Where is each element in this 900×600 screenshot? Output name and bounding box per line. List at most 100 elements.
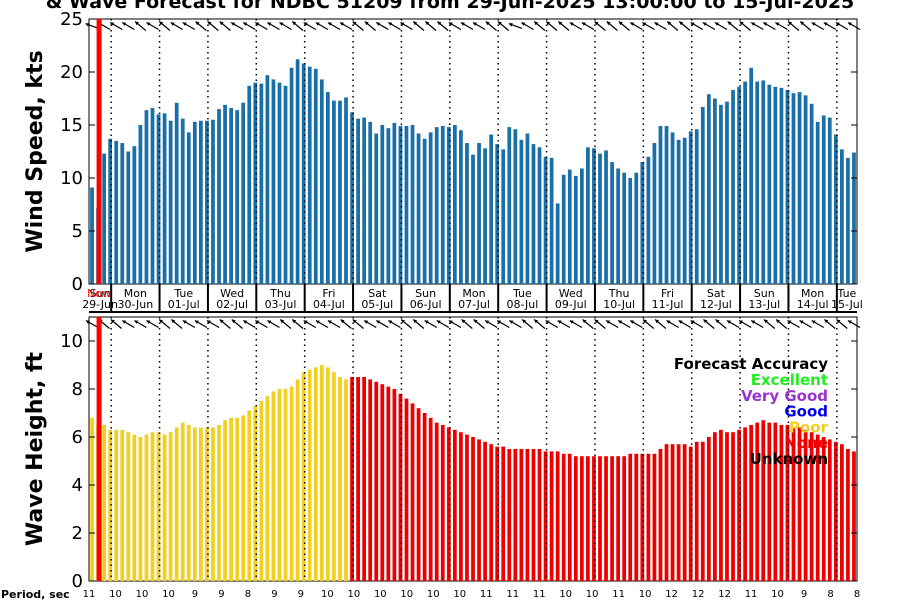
wave-bar	[410, 403, 415, 581]
day-dow-label: Mon	[462, 287, 485, 300]
day-dow-label: Sat	[707, 287, 726, 300]
wind-bar	[174, 102, 179, 285]
period-value: 11	[83, 589, 96, 600]
wave-bar	[725, 432, 729, 581]
wave-bar	[579, 456, 584, 581]
wind-bar	[186, 132, 191, 284]
wind-bar	[338, 100, 342, 285]
direction-arrowhead	[847, 320, 852, 324]
wind-bar	[495, 144, 500, 284]
period-value: 10	[347, 589, 360, 600]
day-date-label: 07-Jul	[458, 298, 490, 311]
wind-bar	[307, 66, 312, 284]
wave-bar	[422, 413, 427, 581]
wind-bar	[259, 83, 264, 284]
legend-title: Forecast Accuracy	[674, 355, 828, 373]
day-date-label: 08-Jul	[506, 298, 538, 311]
wave-bar	[489, 444, 494, 581]
period-value: 12	[665, 589, 678, 600]
direction-arrowhead	[690, 320, 695, 324]
day-date-label: 06-Jul	[410, 298, 442, 311]
direction-arrowhead	[508, 23, 513, 27]
wind-bar	[90, 187, 94, 284]
direction-arrowhead	[352, 21, 357, 26]
wind-bar	[688, 131, 693, 284]
y-tick-label: 2	[72, 523, 83, 544]
direction-arrowhead	[835, 22, 840, 26]
wind-bar	[501, 149, 506, 284]
wind-bar	[706, 94, 711, 284]
direction-arrowhead	[594, 319, 599, 324]
legend-item: Very Good	[741, 387, 828, 405]
wind-bar	[840, 149, 844, 284]
wind-bar	[525, 133, 530, 284]
direction-arrowhead	[243, 320, 248, 324]
wind-bar	[235, 110, 240, 284]
wind-bar	[132, 146, 137, 284]
direction-arrowhead	[497, 21, 502, 26]
wave-bar	[604, 456, 608, 581]
wave-bar	[713, 432, 717, 581]
wave-bar	[555, 451, 560, 581]
direction-arrowhead	[727, 21, 732, 26]
wave-bar	[658, 449, 663, 581]
direction-arrowhead	[630, 22, 635, 26]
period-value: 10	[374, 589, 387, 600]
wave-bar	[398, 393, 403, 581]
period-value: 11	[612, 589, 625, 600]
wave-bar	[676, 444, 681, 581]
wind-bar	[579, 168, 584, 284]
wave-bar	[313, 367, 318, 581]
wind-bar	[489, 134, 494, 284]
day-date-label: 15-Jul	[831, 298, 863, 311]
wave-bar	[150, 432, 155, 581]
wind-bar	[440, 126, 445, 284]
wave-bar	[737, 429, 741, 581]
wave-bar	[217, 425, 221, 581]
wind-bar	[743, 81, 747, 284]
wave-bar	[761, 420, 766, 581]
wind-bar	[356, 118, 360, 284]
wave-bar	[809, 432, 814, 581]
wind-bar	[537, 147, 542, 284]
wave-bar	[537, 449, 542, 581]
y-tick-label: 4	[72, 475, 83, 496]
wave-bar	[791, 427, 796, 581]
wave-bar	[259, 401, 264, 581]
wave-bar	[549, 451, 554, 581]
day-dow-label: Thu	[608, 287, 630, 300]
wave-bar	[797, 427, 802, 581]
wind-bar	[676, 139, 681, 284]
wind-bar	[852, 152, 856, 284]
direction-arrowhead	[425, 21, 430, 26]
direction-arrowhead	[654, 22, 659, 26]
wave-bar	[223, 420, 227, 581]
day-dow-label: Mon	[801, 287, 824, 300]
wave-bar	[392, 389, 397, 581]
direction-arrowhead	[243, 22, 248, 26]
wave-bar	[108, 429, 113, 581]
wind-bar	[700, 106, 705, 284]
direction-arrowhead	[460, 22, 465, 26]
direction-arrowhead	[557, 320, 562, 324]
direction-arrowhead	[110, 22, 115, 26]
direction-arrowhead	[122, 22, 127, 26]
wave-bar	[688, 446, 693, 581]
wave-bar	[368, 379, 373, 581]
wave-bar	[102, 425, 106, 581]
direction-arrowhead	[413, 319, 418, 324]
wave-bar	[434, 422, 439, 581]
wind-bar	[731, 90, 735, 285]
wind-bar	[755, 81, 760, 284]
wave-bar	[186, 425, 191, 581]
wave-bar	[495, 446, 500, 581]
wave-bar	[852, 451, 856, 581]
direction-arrowhead	[751, 320, 756, 324]
wave-bar	[592, 456, 596, 581]
wind-bar	[628, 178, 633, 284]
wave-bar	[543, 451, 548, 581]
wave-bar	[325, 367, 330, 581]
period-value: 12	[692, 589, 705, 600]
day-date-label: 02-Jul	[216, 298, 248, 311]
y-axis-label: Wave Height, ft	[23, 351, 48, 546]
